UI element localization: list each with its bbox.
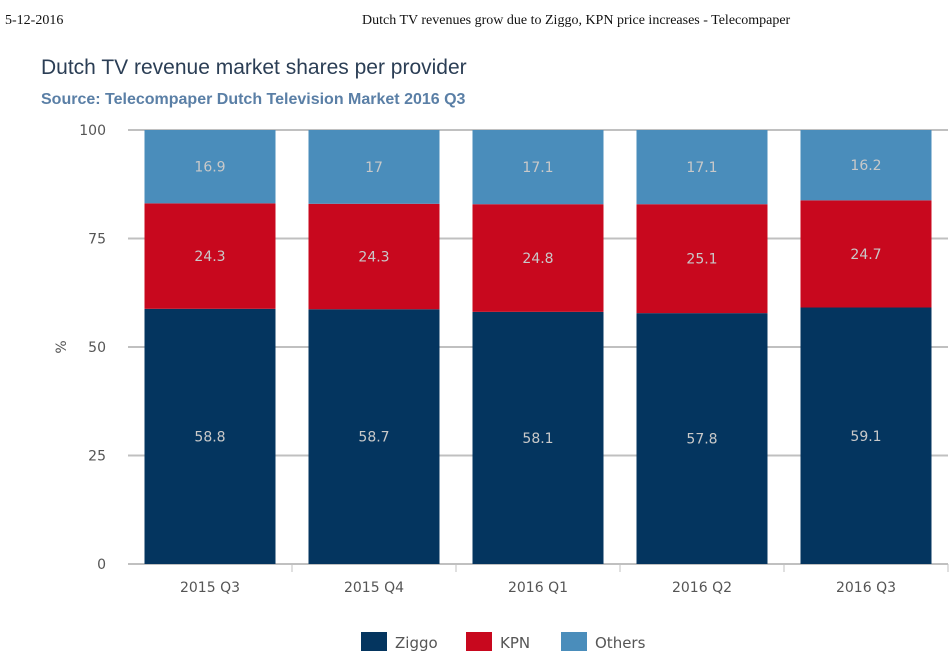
data-label: 58.1 — [522, 431, 553, 447]
data-label: 24.7 — [850, 247, 881, 263]
data-label: 57.8 — [686, 432, 717, 448]
bar-ziggo — [636, 313, 768, 564]
data-label: 24.3 — [194, 249, 225, 265]
data-label: 17.1 — [686, 160, 717, 176]
data-label: 58.7 — [358, 430, 389, 446]
chart-title: Dutch TV revenue market shares per provi… — [41, 56, 467, 79]
bar-kpn — [472, 204, 604, 312]
data-label: 24.8 — [522, 251, 553, 267]
data-label: 24.3 — [358, 250, 389, 266]
x-tick-label: 2016 Q1 — [508, 580, 568, 596]
x-tick-label: 2016 Q2 — [672, 580, 732, 596]
y-tick-label: 50 — [88, 340, 106, 356]
legend-label: Ziggo — [395, 634, 438, 652]
bar-kpn — [308, 203, 440, 310]
data-label: 58.8 — [194, 429, 225, 445]
data-label: 59.1 — [850, 429, 881, 445]
print-date: 5-12-2016 — [5, 13, 64, 28]
legend-label: Others — [595, 634, 646, 652]
data-label: 16.2 — [850, 158, 881, 174]
bar-kpn — [800, 200, 932, 308]
bar-kpn — [636, 204, 768, 314]
bar-others — [308, 130, 440, 204]
x-tick-label: 2016 Q3 — [836, 580, 896, 596]
y-axis-label: % — [54, 340, 70, 353]
bar-ziggo — [800, 307, 932, 564]
data-label: 17.1 — [522, 160, 553, 176]
y-tick-label: 0 — [97, 557, 106, 573]
chart-subtitle: Source: Telecompaper Dutch Television Ma… — [41, 91, 466, 108]
legend-swatch-kpn — [466, 632, 492, 651]
bar-others — [472, 130, 604, 205]
data-label: 17 — [365, 160, 383, 176]
bar-ziggo — [308, 309, 440, 564]
bar-others — [800, 130, 932, 201]
y-tick-label: 75 — [88, 232, 106, 248]
bar-kpn — [144, 203, 276, 309]
y-tick-label: 25 — [88, 449, 106, 465]
data-label: 25.1 — [686, 252, 717, 268]
x-tick-label: 2015 Q4 — [344, 580, 404, 596]
document-title: Dutch TV revenues grow due to Ziggo, KPN… — [362, 13, 791, 28]
bar-ziggo — [144, 308, 276, 564]
x-tick-label: 2015 Q3 — [180, 580, 240, 596]
bar-ziggo — [472, 311, 604, 564]
data-label: 16.9 — [194, 160, 225, 176]
legend-swatch-ziggo — [361, 632, 387, 651]
bar-others — [144, 130, 276, 204]
legend-label: KPN — [500, 634, 530, 652]
legend-swatch-others — [561, 632, 587, 651]
bar-others — [636, 130, 768, 205]
y-tick-label: 100 — [79, 123, 106, 139]
